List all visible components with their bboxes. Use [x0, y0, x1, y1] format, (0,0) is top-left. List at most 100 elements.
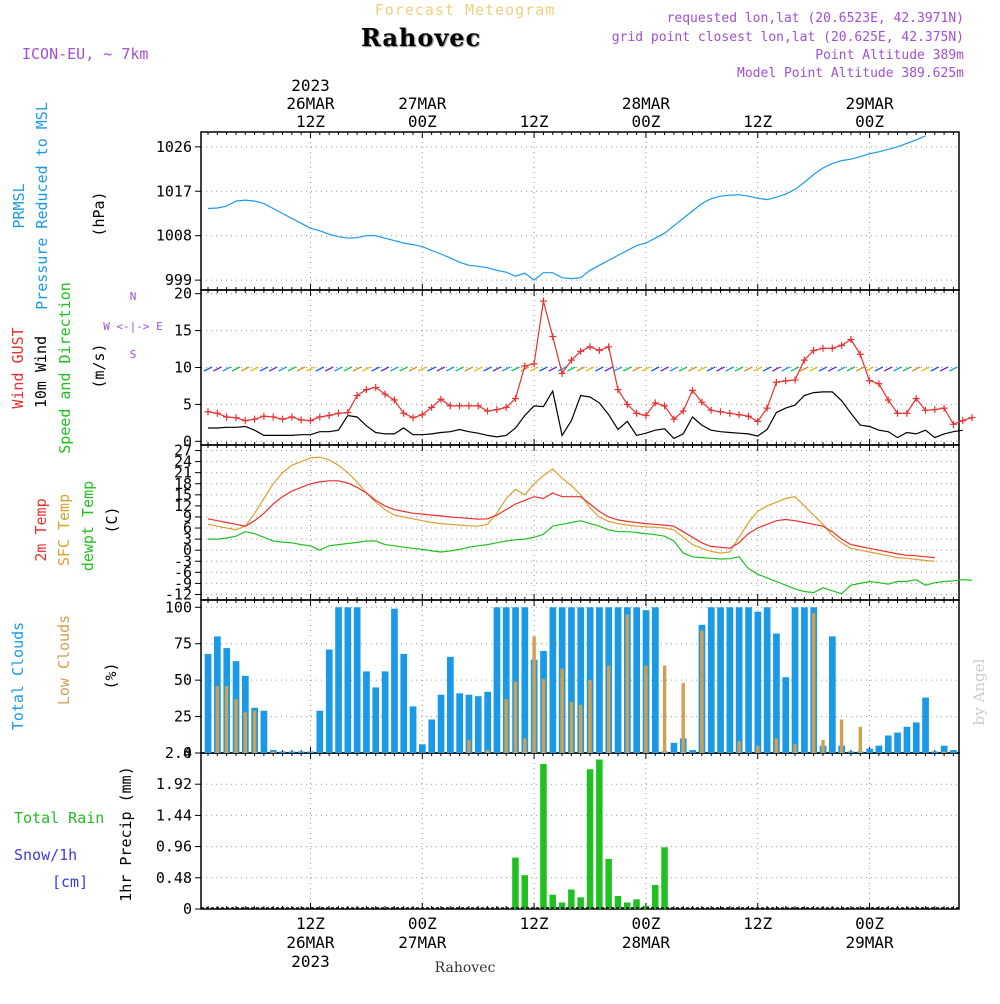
chart-title: Rahovec	[361, 23, 481, 52]
wind-compass-s: S	[130, 348, 137, 361]
gust-marker	[316, 413, 324, 421]
gust-marker	[642, 411, 650, 419]
wind-arrow-mark	[408, 366, 418, 372]
low-cloud-bar	[252, 710, 257, 753]
gust-marker	[511, 395, 519, 402]
rain-bar	[512, 857, 519, 909]
gust-marker	[437, 395, 445, 403]
wind-arrow-mark	[390, 366, 399, 372]
temp-label: 2m Temp	[32, 498, 50, 561]
low-cloud-bar	[215, 686, 219, 753]
time-label-top: 12Z	[296, 112, 325, 131]
wind-arrow-mark	[706, 366, 716, 372]
total-cloud-bar	[279, 751, 286, 753]
wind-arrow-mark	[296, 366, 306, 372]
y-tick-label: 100	[165, 598, 192, 616]
time-label-bottom: 00Z	[631, 914, 660, 933]
gust-marker	[586, 343, 594, 351]
gust-marker	[912, 395, 920, 402]
wind-arrow-mark	[827, 366, 837, 372]
total-cloud-bar	[922, 697, 929, 753]
wind-arrows	[203, 366, 958, 372]
total-cloud-bar	[307, 751, 314, 753]
gust-marker	[456, 402, 464, 410]
total-cloud-bar	[735, 607, 743, 753]
y-tick-label: 0.96	[156, 838, 192, 856]
snow-unit-label: [cm]	[52, 873, 88, 891]
gust-marker	[279, 415, 287, 423]
low-cloud-bar	[234, 699, 238, 753]
sfc-temp-line	[207, 456, 935, 562]
gust-marker	[633, 409, 641, 417]
gust-marker	[810, 347, 818, 355]
low-cloud-bar	[607, 665, 611, 753]
low-cloud-bar	[513, 681, 518, 753]
gust-marker	[623, 400, 631, 408]
wind-10m-line	[208, 389, 963, 440]
wind-arrow-mark	[818, 366, 828, 372]
wind-arrow-mark	[697, 366, 707, 372]
wind-arrow-mark	[436, 366, 446, 372]
time-label-top: 28MAR	[622, 94, 671, 113]
y-tick-label: -3	[174, 552, 192, 570]
total-cloud-bar	[884, 735, 892, 753]
wind-arrow-mark	[688, 366, 697, 372]
y-tick-label: 27	[174, 442, 192, 460]
time-label-top: 2023	[291, 76, 330, 95]
wind-arrow-mark	[240, 366, 250, 372]
wind-arrow-mark	[874, 366, 884, 372]
gust-marker	[828, 344, 836, 352]
footer: Rahovec by Angel	[435, 658, 988, 976]
wind-arrow-mark	[483, 366, 492, 372]
gust-marker	[940, 404, 948, 412]
temp-unit-label: (C)	[103, 506, 121, 533]
total-cloud-bar	[549, 607, 557, 753]
wind-arrow-mark	[883, 366, 893, 372]
pressure-desc-label: Pressure Reduced to MSL	[33, 102, 51, 310]
total-cloud-bar	[568, 607, 575, 753]
total-cloud-bar	[502, 607, 510, 753]
wind-arrow-mark	[268, 366, 278, 372]
y-tick-label: 1.92	[156, 775, 192, 793]
gust-marker	[726, 409, 734, 417]
total-cloud-bar	[419, 744, 426, 753]
wind-arrow-mark	[762, 366, 772, 372]
wind-arrow-mark	[567, 366, 576, 372]
total-cloud-bar	[372, 687, 380, 753]
chart-subtitle: Forecast Meteogram	[375, 1, 556, 19]
y-tick-label: 1017	[156, 182, 192, 200]
wind-arrow-mark	[334, 366, 343, 372]
total-cloud-bar	[847, 751, 855, 753]
wind-arrow-mark	[315, 366, 325, 372]
low-clouds-label: Low Clouds	[55, 615, 73, 705]
gust-marker	[530, 360, 538, 368]
y-tick-label: 10	[174, 359, 192, 377]
gust-marker	[800, 356, 808, 364]
time-label-bottom: 27MAR	[398, 933, 447, 952]
wind-arrow-mark	[660, 366, 669, 372]
rain-bar	[521, 875, 528, 909]
wind-arrow-mark	[809, 366, 818, 372]
total-cloud-bar	[288, 751, 296, 753]
gust-marker	[567, 356, 575, 364]
wind-arrow-mark	[753, 366, 763, 372]
y-tick-label: 5	[183, 395, 192, 413]
wind-arrow-mark	[790, 366, 800, 372]
total-cloud-bar	[633, 607, 640, 753]
gust-marker	[539, 297, 547, 305]
total-cloud-bar	[474, 696, 482, 753]
low-cloud-bar	[942, 751, 946, 753]
wind-arrow-mark	[725, 366, 735, 372]
total-cloud-bar	[903, 726, 911, 753]
wind-arrow-mark	[678, 366, 688, 372]
gust-marker	[223, 413, 231, 421]
wind-arrow-mark	[306, 366, 315, 372]
low-cloud-bar	[700, 630, 704, 753]
time-label-bottom: 2023	[291, 952, 330, 971]
wind-arrow-mark	[427, 366, 436, 372]
y-tick-label: 50	[174, 671, 192, 689]
wind-compass: W <-|-> E	[103, 320, 163, 333]
wind-arrow-mark	[222, 366, 231, 372]
low-cloud-bar	[467, 739, 471, 753]
time-label-top: 00Z	[408, 112, 437, 131]
